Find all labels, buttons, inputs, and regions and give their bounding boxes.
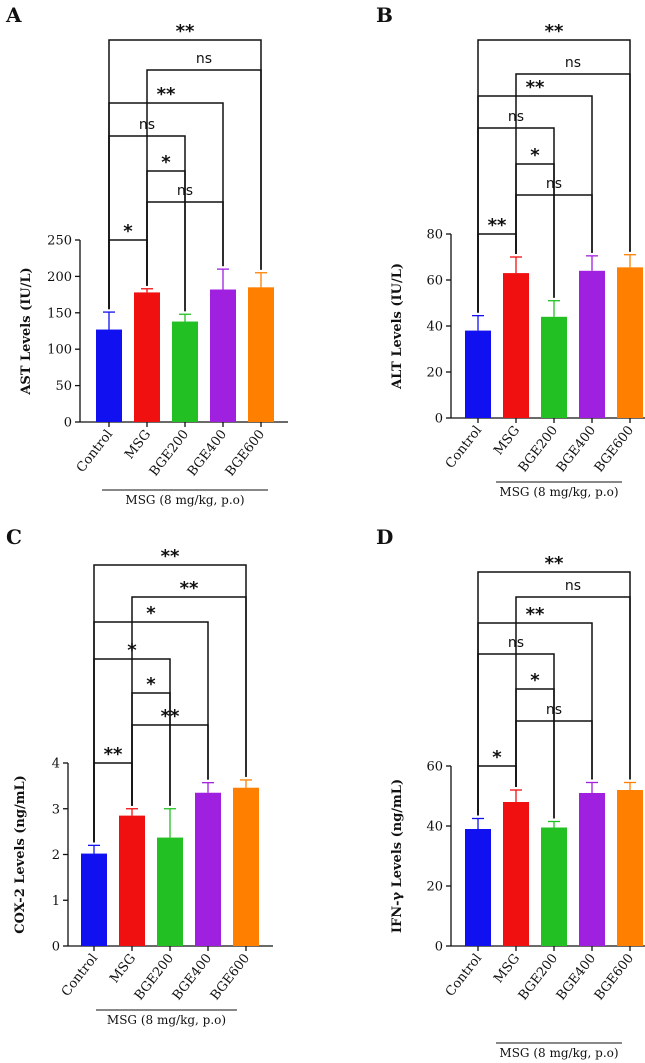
significance-label: ** — [176, 21, 195, 42]
y-axis-label: COX-2 Levels (ng/mL) — [13, 775, 28, 934]
bar-msg — [134, 292, 160, 422]
significance-label: * — [530, 670, 540, 691]
y-tick-label: 20 — [426, 366, 443, 381]
y-tick-label: 20 — [426, 880, 443, 895]
panel-letter: B — [376, 3, 393, 27]
significance-bracket — [477, 622, 593, 816]
significance-bracket — [93, 621, 209, 843]
x-tick-label: Control — [74, 427, 116, 475]
bar-control — [465, 330, 491, 418]
y-axis-label: ALT Levels (IU/L) — [390, 263, 405, 390]
significance-label: ** — [545, 553, 564, 574]
x-tick-label: MSG — [491, 423, 523, 458]
significance-label: ns — [565, 578, 581, 594]
bar-bge400 — [579, 793, 605, 946]
bar-bge200 — [172, 321, 198, 422]
significance-bracket — [515, 596, 631, 787]
bar-bge600 — [617, 267, 643, 418]
panel-a: A 0 50 100 150 200 250 AST Levels (IU/L) Control… — [5, 3, 288, 507]
bar-bge400 — [579, 270, 605, 418]
y-tick-label: 0 — [435, 940, 443, 955]
y-tick-label: 50 — [55, 379, 72, 394]
significance-label: ns — [565, 55, 581, 71]
significance-bracket — [108, 102, 224, 310]
y-tick-label: 0 — [52, 940, 60, 955]
significance-label: * — [123, 221, 133, 242]
significance-bracket — [108, 39, 262, 310]
significance-label: * — [530, 145, 540, 166]
bar-control — [81, 853, 107, 946]
panel-letter: A — [5, 3, 22, 27]
bar-control — [465, 829, 491, 946]
bar-bge400 — [195, 792, 221, 946]
group-label: MSG (8 mg/kg, p.o) — [125, 493, 244, 507]
y-tick-label: 4 — [52, 757, 60, 772]
group-label: MSG (8 mg/kg, p.o) — [499, 485, 618, 499]
significance-label: ** — [180, 578, 199, 599]
y-tick-label: 40 — [426, 320, 443, 335]
y-tick-label: 100 — [47, 343, 72, 358]
significance-bracket — [131, 596, 247, 806]
y-tick-label: 200 — [47, 270, 72, 285]
bar-bge200 — [541, 316, 567, 418]
panel-letter: D — [376, 525, 393, 549]
y-tick-label: 0 — [64, 416, 72, 431]
y-tick-label: 0 — [435, 412, 443, 427]
y-tick-label: 40 — [426, 820, 443, 835]
bar-bge200 — [541, 827, 567, 946]
significance-label: * — [161, 152, 171, 173]
x-tick-label: BGE600 — [592, 423, 637, 475]
bar-bge200 — [157, 837, 183, 946]
significance-label: * — [492, 747, 502, 768]
panel-letter: C — [6, 525, 22, 549]
significance-label: ns — [196, 51, 212, 67]
bar-msg — [119, 815, 145, 946]
significance-label: ** — [488, 215, 507, 236]
significance-label: ** — [161, 546, 180, 567]
y-tick-label: 3 — [52, 802, 60, 817]
x-tick-label: Control — [443, 423, 485, 471]
x-tick-label: MSG — [491, 951, 523, 986]
y-tick-label: 1 — [52, 894, 60, 909]
significance-label: ** — [545, 21, 564, 42]
group-label: MSG (8 mg/kg, p.o) — [499, 1046, 618, 1060]
x-tick-label: MSG — [122, 427, 154, 462]
x-tick-label: Control — [443, 951, 485, 999]
significance-bracket — [477, 39, 631, 313]
y-axis-label: IFN-γ Levels (ng/mL) — [390, 779, 405, 933]
bar-bge400 — [210, 289, 236, 422]
bar-msg — [503, 802, 529, 946]
x-tick-label: Control — [59, 951, 101, 999]
significance-label: ** — [526, 604, 545, 625]
y-axis-label: AST Levels (IU/L) — [19, 267, 34, 395]
significance-label: ** — [157, 84, 176, 105]
x-tick-label: BGE600 — [208, 951, 253, 1003]
bar-bge600 — [233, 787, 259, 946]
significance-bracket — [93, 564, 247, 843]
y-tick-label: 60 — [426, 760, 443, 775]
y-tick-label: 150 — [47, 306, 72, 321]
panel-b: B 0 20 40 60 80 ALT Levels (IU/L) Control MSG BGE… — [376, 3, 645, 499]
bar-msg — [503, 273, 529, 418]
significance-label: ** — [104, 744, 123, 765]
panel-d: D 0 20 40 60 IFN-γ Levels (ng/mL) Control MSG BG… — [376, 525, 645, 1060]
y-tick-label: 60 — [426, 274, 443, 289]
bar-control — [96, 329, 122, 422]
significance-label: * — [146, 674, 156, 695]
significance-label: * — [146, 603, 156, 624]
x-tick-label: BGE600 — [592, 951, 637, 1003]
x-tick-label: MSG — [107, 951, 139, 986]
y-tick-label: 80 — [426, 228, 443, 243]
y-tick-label: 250 — [47, 234, 72, 249]
y-tick-label: 2 — [52, 848, 60, 863]
significance-bracket — [477, 571, 631, 816]
x-tick-label: BGE600 — [223, 427, 268, 479]
significance-label: ** — [526, 77, 545, 98]
bar-bge600 — [248, 287, 274, 422]
group-label: MSG (8 mg/kg, p.o) — [107, 1013, 226, 1027]
bar-bge600 — [617, 790, 643, 946]
